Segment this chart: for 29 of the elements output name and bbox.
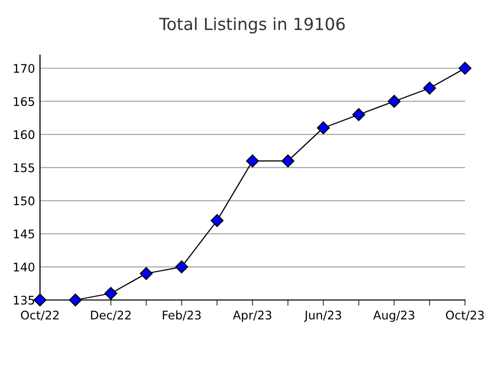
point <box>388 94 401 108</box>
y-tick-label: 165 <box>14 97 34 106</box>
point <box>352 108 366 122</box>
point <box>316 121 330 134</box>
x-tick-label: Jun/23 <box>304 310 342 322</box>
point <box>68 294 82 306</box>
x-tick-label: Oct/22 <box>20 310 59 320</box>
point <box>423 82 436 95</box>
point <box>281 154 294 168</box>
chart-title: Total Listings in 19106 <box>159 17 345 34</box>
x-tick-label: Feb/23 <box>162 310 201 320</box>
y-tick-label: 135 <box>14 296 34 305</box>
point <box>246 154 259 168</box>
point <box>34 294 46 306</box>
y-tick-label: 160 <box>14 130 34 140</box>
x-tick-label: Apr/23 <box>232 310 272 322</box>
y-tick-label: 170 <box>14 64 34 73</box>
x-tick-label: Dec/22 <box>91 310 131 320</box>
y-tick-label: 140 <box>14 262 34 272</box>
y-tick-label: 150 <box>14 196 34 206</box>
x-tick-label: Oct/23 <box>446 310 484 320</box>
y-tick-label: 145 <box>14 230 34 238</box>
point <box>458 62 472 75</box>
point <box>104 286 118 300</box>
point <box>140 267 153 280</box>
point <box>210 214 224 227</box>
point <box>175 260 188 274</box>
x-tick-label: Aug/23 <box>373 310 414 322</box>
y-tick-label: 155 <box>14 163 34 172</box>
